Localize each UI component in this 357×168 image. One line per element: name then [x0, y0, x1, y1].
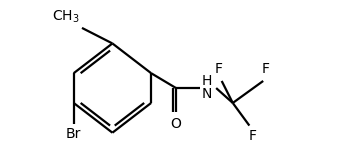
- Text: H
N: H N: [202, 74, 212, 101]
- Text: CH$_3$: CH$_3$: [51, 8, 79, 25]
- Text: F: F: [248, 130, 256, 143]
- Text: O: O: [171, 117, 181, 131]
- Text: F: F: [215, 62, 223, 76]
- Text: Br: Br: [66, 127, 81, 141]
- Text: F: F: [262, 62, 270, 76]
